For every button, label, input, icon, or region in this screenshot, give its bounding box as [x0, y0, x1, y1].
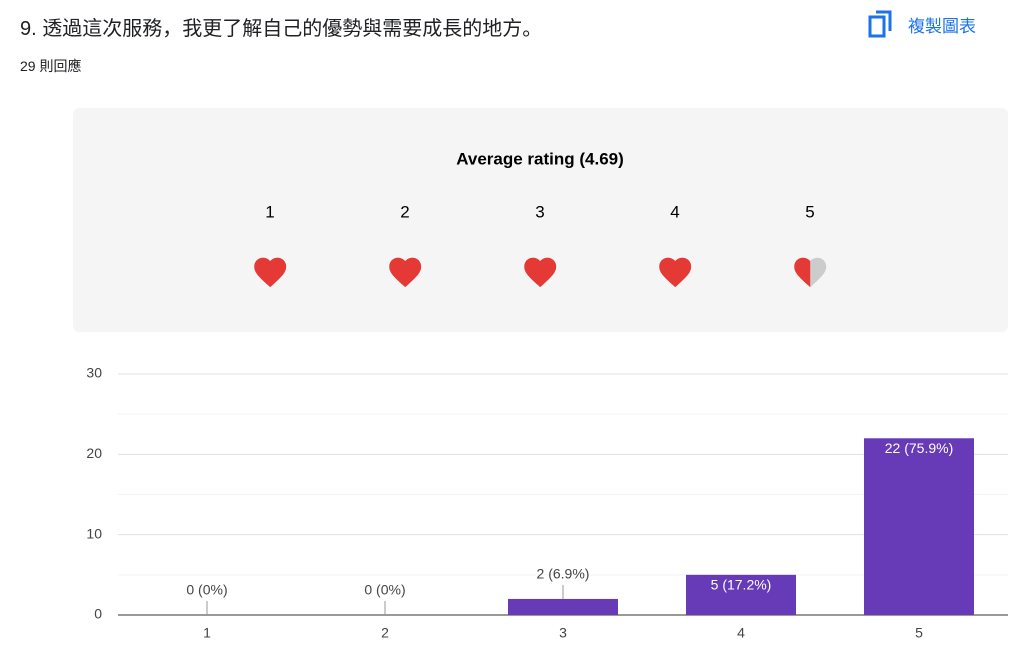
question-title: 9. 透過這次服務，我更了解自己的優勢與需要成長的地方。	[20, 18, 543, 40]
bar	[686, 574, 796, 615]
x-tick-label: 2	[381, 625, 389, 641]
value-label: 2 (6.9%)	[537, 566, 590, 582]
rating-panel	[73, 108, 1008, 332]
x-tick-label: 5	[915, 625, 923, 641]
copy-icon	[868, 10, 892, 38]
x-tick-label: 4	[737, 625, 745, 641]
y-tick-label: 10	[86, 525, 102, 541]
bar	[508, 598, 618, 615]
value-label: 22 (75.9%)	[885, 440, 953, 456]
x-tick-label: 3	[559, 625, 567, 641]
heart	[389, 257, 422, 288]
value-label: 0 (0%)	[364, 582, 405, 598]
heart	[254, 257, 287, 288]
y-tick-label: 0	[94, 606, 102, 622]
heart-filled	[659, 257, 692, 288]
rating-scale-label: 3	[535, 202, 544, 221]
heart-filled	[794, 257, 811, 288]
x-tick-label: 1	[203, 625, 211, 641]
bar	[864, 438, 974, 615]
rating-scale-label: 4	[670, 202, 679, 221]
heart-filled	[524, 257, 557, 288]
rating-scale-label: 5	[805, 202, 814, 221]
rating-title: Average rating (4.69)	[456, 149, 624, 168]
copy-chart-button[interactable]: 複製圖表	[868, 9, 976, 39]
response-count: 29 則回應	[20, 58, 82, 74]
value-label: 5 (17.2%)	[711, 577, 772, 593]
heart	[659, 257, 692, 288]
heart-filled	[254, 257, 287, 288]
copy-chart-label: 複製圖表	[908, 16, 976, 36]
rating-scale-label: 2	[400, 202, 409, 221]
heart	[524, 257, 557, 288]
y-tick-label: 30	[86, 365, 102, 381]
y-tick-label: 20	[86, 445, 102, 461]
heart	[794, 257, 827, 288]
rating-scale-label: 1	[265, 202, 274, 221]
value-label: 0 (0%)	[186, 582, 227, 598]
heart-filled	[389, 257, 422, 288]
